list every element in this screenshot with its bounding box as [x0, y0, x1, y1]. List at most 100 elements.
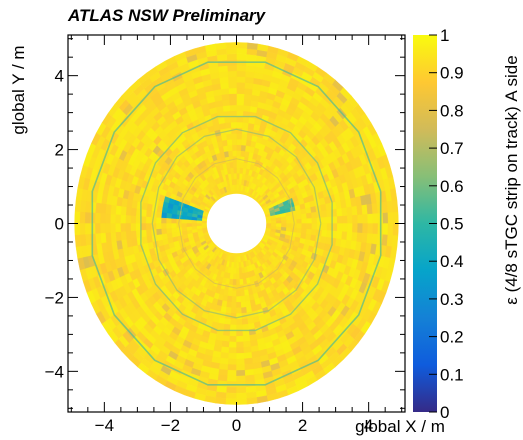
- heatmap-cell: [306, 228, 313, 235]
- innermost-sector-boundary: [178, 158, 295, 289]
- heatmap-cell: [74, 223, 81, 236]
- heatmap-cell: [236, 87, 245, 95]
- heatmap-cell: [336, 207, 343, 217]
- heatmap-cell: [228, 352, 237, 360]
- heatmap-cell: [243, 352, 253, 360]
- heatmap-cell: [225, 133, 232, 141]
- heatmap-cell: [387, 223, 394, 236]
- heatmap-cell: [242, 104, 251, 112]
- heatmap-cell: [387, 211, 394, 224]
- heatmap-cell: [219, 357, 229, 365]
- heatmap-cell: [125, 207, 132, 216]
- middle-sector-boundary: [140, 115, 333, 332]
- heatmap-cell: [239, 167, 244, 174]
- heatmap-cell: [120, 223, 126, 233]
- heatmap-cell: [228, 347, 237, 354]
- heatmap-cell: [296, 218, 303, 224]
- heatmap-cell: [367, 223, 374, 234]
- heatmap-cell: [109, 214, 116, 224]
- heatmap-cell: [165, 223, 172, 229]
- heatmap-cell: [225, 306, 232, 314]
- heatmap-cell: [225, 47, 237, 55]
- heatmap-cell: [326, 209, 333, 218]
- heatmap-cell: [326, 229, 333, 238]
- heatmap-cell: [105, 232, 112, 243]
- heatmap-cell: [311, 223, 318, 230]
- colorbar-tick-label: 0.9: [440, 64, 464, 83]
- heatmap-cell: [130, 223, 137, 232]
- heatmap-cell: [236, 138, 242, 146]
- heatmap-cell: [301, 218, 308, 224]
- heatmap-cell: [236, 167, 241, 174]
- heatmap-cell: [155, 223, 162, 230]
- heatmap-cell: [357, 223, 364, 233]
- heatmap-cell: [225, 398, 237, 405]
- heatmap-cell: [225, 392, 237, 400]
- heatmap-cell: [224, 121, 232, 129]
- heatmap-cell: [227, 70, 237, 78]
- heatmap-cell: [246, 397, 258, 405]
- heatmap-cell: [306, 212, 313, 219]
- heatmap-cell: [231, 150, 237, 157]
- heatmap-cell: [229, 330, 237, 337]
- heatmap-cell: [165, 218, 172, 224]
- heatmap-cell: [79, 211, 86, 224]
- heatmap-cell: [228, 341, 237, 348]
- heatmap-cell: [352, 214, 358, 224]
- heatmap-cell: [229, 104, 237, 112]
- y-tick-label: 4: [55, 67, 64, 86]
- y-tick-label: −4: [45, 362, 64, 381]
- heatmap-cell: [244, 150, 250, 158]
- heatmap-cell: [220, 87, 230, 95]
- heatmap-cell: [342, 223, 348, 232]
- heatmap-cell: [218, 70, 229, 79]
- heatmap-cell: [236, 172, 240, 180]
- heatmap-cell: [161, 206, 168, 214]
- heatmap-cell: [236, 178, 240, 185]
- heatmap-cell: [120, 231, 127, 241]
- heatmap-cell: [120, 214, 126, 224]
- heatmap-cell: [361, 232, 368, 243]
- heatmap-cell: [222, 335, 231, 343]
- heatmap-cell: [346, 231, 353, 241]
- x-axis: −4 −2 0 2 4: [70, 35, 403, 435]
- heatmap-cell: [226, 64, 237, 72]
- x-tick-label: 4: [364, 416, 373, 435]
- heatmap-cell: [341, 207, 348, 216]
- heatmap-cell: [236, 93, 245, 100]
- heatmap-cell: [243, 87, 253, 95]
- heatmap-cell: [391, 234, 399, 248]
- heatmap-cell: [236, 392, 248, 400]
- detector-efficiency-map: [74, 42, 399, 405]
- heatmap-cell: [372, 223, 379, 235]
- colorbar-tick-label: 0.7: [440, 139, 464, 158]
- heatmap-cell: [231, 296, 237, 303]
- heatmap-cell: [347, 223, 353, 233]
- heatmap-cell: [280, 226, 287, 232]
- heatmap-cell: [347, 214, 353, 224]
- heatmap-cell: [215, 397, 227, 405]
- colorbar-tick-label: 0.6: [440, 177, 464, 196]
- heatmap-cell: [236, 318, 243, 326]
- heatmap-cell: [225, 42, 237, 49]
- colorbar-tick-label: 0.8: [440, 101, 464, 120]
- heatmap-cell: [233, 256, 237, 263]
- heatmap-cell: [227, 76, 237, 83]
- heatmap-cell: [241, 133, 248, 141]
- heatmap-cell: [236, 347, 245, 354]
- heatmap-cell: [125, 231, 132, 240]
- heatmap-cell: [236, 104, 244, 112]
- heatmap-cell: [236, 290, 242, 297]
- heatmap-cell: [236, 42, 248, 49]
- x-tick-label: −2: [161, 416, 180, 435]
- heatmap-cell: [145, 210, 152, 218]
- heatmap-cell: [285, 226, 292, 232]
- heatmap-cell: [135, 215, 142, 224]
- heatmap-cell: [321, 223, 328, 231]
- heatmap-cell: [321, 210, 328, 218]
- colorbar-axis: 0 0.1 0.2 0.3 0.4 0.5 0.6 0.7 0.8 0.9 1: [429, 26, 464, 422]
- heatmap-cell: [336, 230, 343, 240]
- heatmap-cell: [166, 212, 172, 219]
- heatmap-cell: [84, 223, 91, 235]
- heatmap-cell: [181, 223, 187, 228]
